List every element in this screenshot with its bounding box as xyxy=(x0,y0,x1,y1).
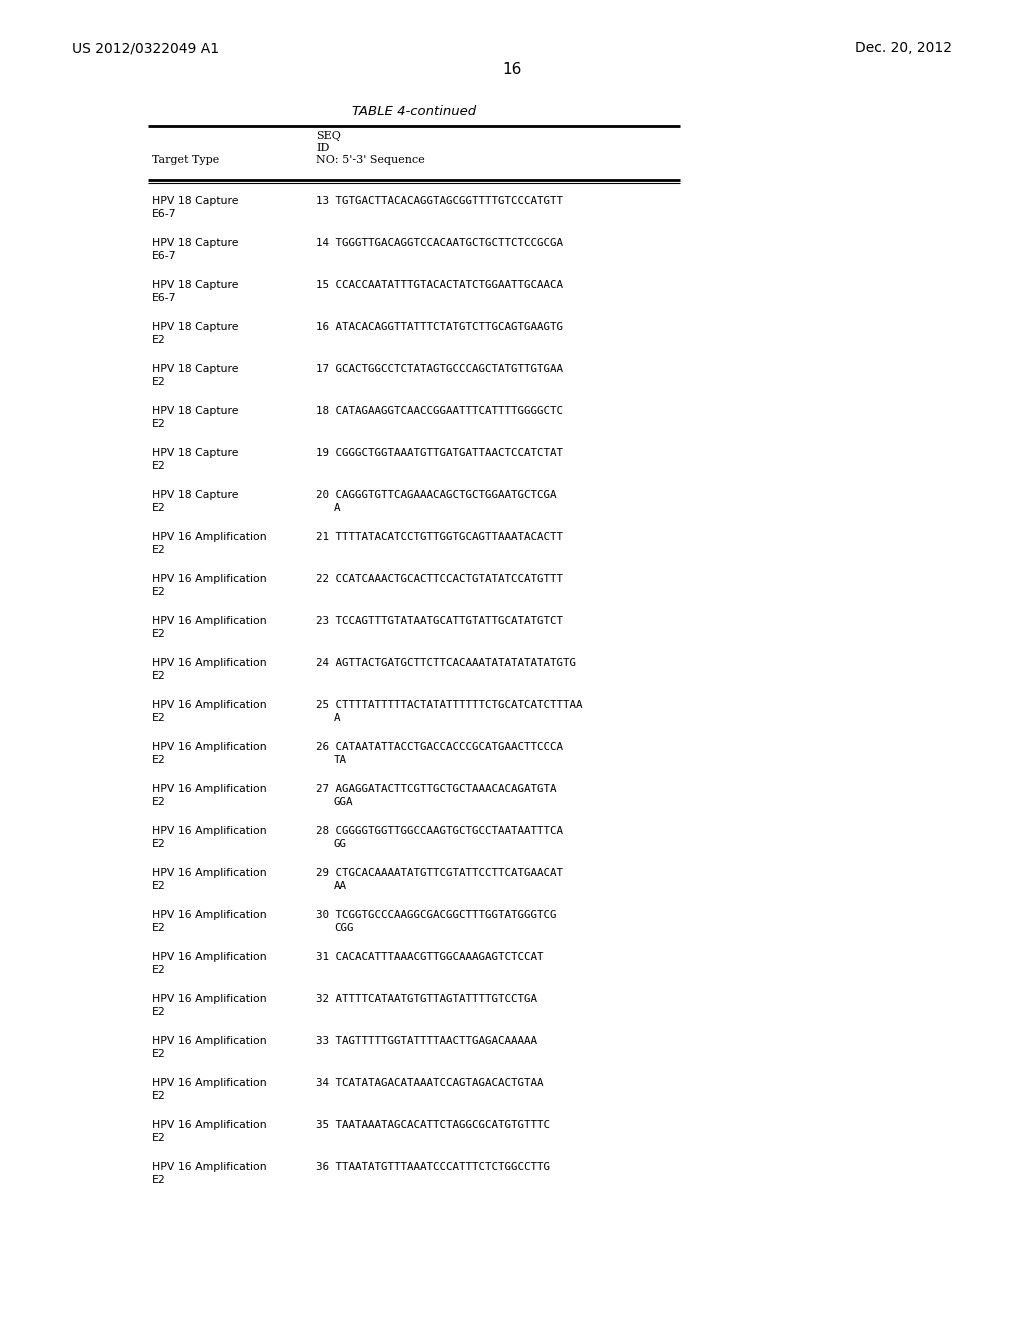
Text: HPV 16 Amplification: HPV 16 Amplification xyxy=(152,952,266,962)
Text: US 2012/0322049 A1: US 2012/0322049 A1 xyxy=(72,41,219,55)
Text: HPV 16 Amplification: HPV 16 Amplification xyxy=(152,994,266,1005)
Text: E2: E2 xyxy=(152,630,166,639)
Text: E2: E2 xyxy=(152,418,166,429)
Text: E2: E2 xyxy=(152,1007,166,1016)
Text: E2: E2 xyxy=(152,880,166,891)
Text: 13 TGTGACTTACACAGGTAGCGGTTTTGTCCCATGTT: 13 TGTGACTTACACAGGTAGCGGTTTTGTCCCATGTT xyxy=(316,195,563,206)
Text: HPV 16 Amplification: HPV 16 Amplification xyxy=(152,616,266,626)
Text: GGA: GGA xyxy=(334,797,353,807)
Text: 19 CGGGCTGGTAAATGTTGATGATTAACTCCATCTAT: 19 CGGGCTGGTAAATGTTGATGATTAACTCCATCTAT xyxy=(316,447,563,458)
Text: 28 CGGGGTGGTTGGCCAAGTGCTGCCTAATAATTTCA: 28 CGGGGTGGTTGGCCAAGTGCTGCCTAATAATTTCA xyxy=(316,826,563,836)
Text: HPV 16 Amplification: HPV 16 Amplification xyxy=(152,909,266,920)
Text: HPV 16 Amplification: HPV 16 Amplification xyxy=(152,657,266,668)
Text: E2: E2 xyxy=(152,335,166,345)
Text: E2: E2 xyxy=(152,1133,166,1143)
Text: HPV 16 Amplification: HPV 16 Amplification xyxy=(152,1036,266,1045)
Text: HPV 16 Amplification: HPV 16 Amplification xyxy=(152,1119,266,1130)
Text: CGG: CGG xyxy=(334,923,353,933)
Text: 35 TAATAAATAGCACATTCTAGGCGCATGTGTTTC: 35 TAATAAATAGCACATTCTAGGCGCATGTGTTTC xyxy=(316,1119,550,1130)
Text: E2: E2 xyxy=(152,840,166,849)
Text: Target Type: Target Type xyxy=(152,154,219,165)
Text: E2: E2 xyxy=(152,378,166,387)
Text: 26 CATAATATTACCTGACCACCCGCATGAACTTCCCA: 26 CATAATATTACCTGACCACCCGCATGAACTTCCCA xyxy=(316,742,563,752)
Text: 24 AGTTACTGATGCTTCTTCACAAATATATATATATGTG: 24 AGTTACTGATGCTTCTTCACAAATATATATATATGTG xyxy=(316,657,575,668)
Text: HPV 16 Amplification: HPV 16 Amplification xyxy=(152,742,266,752)
Text: E2: E2 xyxy=(152,755,166,766)
Text: HPV 18 Capture: HPV 18 Capture xyxy=(152,364,239,374)
Text: 21 TTTTATACATCCTGTTGGTGCAGTTAAATACACTT: 21 TTTTATACATCCTGTTGGTGCAGTTAAATACACTT xyxy=(316,532,563,543)
Text: E6-7: E6-7 xyxy=(152,209,176,219)
Text: HPV 16 Amplification: HPV 16 Amplification xyxy=(152,826,266,836)
Text: 33 TAGTTTTTGGTATTTTAACTTGAGACAAAAA: 33 TAGTTTTTGGTATTTTAACTTGAGACAAAAA xyxy=(316,1036,537,1045)
Text: E2: E2 xyxy=(152,503,166,513)
Text: E6-7: E6-7 xyxy=(152,293,176,304)
Text: E2: E2 xyxy=(152,461,166,471)
Text: E2: E2 xyxy=(152,713,166,723)
Text: 29 CTGCACAAAATATGTTCGTATTCCTTCATGAACAT: 29 CTGCACAAAATATGTTCGTATTCCTTCATGAACAT xyxy=(316,869,563,878)
Text: E6-7: E6-7 xyxy=(152,251,176,261)
Text: HPV 18 Capture: HPV 18 Capture xyxy=(152,447,239,458)
Text: GG: GG xyxy=(334,840,347,849)
Text: SEQ: SEQ xyxy=(316,131,341,141)
Text: E2: E2 xyxy=(152,587,166,597)
Text: 15 CCACCAATATTTGTACACTATCTGGAATTGCAACA: 15 CCACCAATATTTGTACACTATCTGGAATTGCAACA xyxy=(316,280,563,290)
Text: HPV 16 Amplification: HPV 16 Amplification xyxy=(152,1078,266,1088)
Text: HPV 16 Amplification: HPV 16 Amplification xyxy=(152,1162,266,1172)
Text: 30 TCGGTGCCCAAGGCGACGGCTTTGGTATGGGTCG: 30 TCGGTGCCCAAGGCGACGGCTTTGGTATGGGTCG xyxy=(316,909,556,920)
Text: A: A xyxy=(334,713,341,723)
Text: 27 AGAGGATACTTCGTTGCTGCTAAACACAGATGTA: 27 AGAGGATACTTCGTTGCTGCTAAACACAGATGTA xyxy=(316,784,556,795)
Text: TA: TA xyxy=(334,755,347,766)
Text: TABLE 4-continued: TABLE 4-continued xyxy=(352,106,476,117)
Text: E2: E2 xyxy=(152,1049,166,1059)
Text: 32 ATTTTCATAATGTGTTAGTATTTTGTCCTGA: 32 ATTTTCATAATGTGTTAGTATTTTGTCCTGA xyxy=(316,994,537,1005)
Text: 23 TCCAGTTTGTATAATGCATTGTATTGCATATGTCT: 23 TCCAGTTTGTATAATGCATTGTATTGCATATGTCT xyxy=(316,616,563,626)
Text: HPV 18 Capture: HPV 18 Capture xyxy=(152,280,239,290)
Text: E2: E2 xyxy=(152,671,166,681)
Text: HPV 18 Capture: HPV 18 Capture xyxy=(152,195,239,206)
Text: 31 CACACATTTAAACGTTGGCAAAGAGTCTCCAT: 31 CACACATTTAAACGTTGGCAAAGAGTCTCCAT xyxy=(316,952,544,962)
Text: E2: E2 xyxy=(152,1175,166,1185)
Text: 17 GCACTGGCCTCTATAGTGCCCAGCTATGTTGTGAA: 17 GCACTGGCCTCTATAGTGCCCAGCTATGTTGTGAA xyxy=(316,364,563,374)
Text: E2: E2 xyxy=(152,797,166,807)
Text: 14 TGGGTTGACAGGTCCACAATGCTGCTTCTCCGCGA: 14 TGGGTTGACAGGTCCACAATGCTGCTTCTCCGCGA xyxy=(316,238,563,248)
Text: HPV 16 Amplification: HPV 16 Amplification xyxy=(152,700,266,710)
Text: E2: E2 xyxy=(152,1092,166,1101)
Text: 34 TCATATAGACATAAATCCAGTAGACACTGTAA: 34 TCATATAGACATAAATCCAGTAGACACTGTAA xyxy=(316,1078,544,1088)
Text: 36 TTAATATGTTTAAATCCCATTTCTCTGGCCTTG: 36 TTAATATGTTTAAATCCCATTTCTCTGGCCTTG xyxy=(316,1162,550,1172)
Text: 18 CATAGAAGGTCAACCGGAATTTCATTTTGGGGCTC: 18 CATAGAAGGTCAACCGGAATTTCATTTTGGGGCTC xyxy=(316,407,563,416)
Text: 16 ATACACAGGTTATTTCTATGTCTTGCAGTGAAGTG: 16 ATACACAGGTTATTTCTATGTCTTGCAGTGAAGTG xyxy=(316,322,563,333)
Text: HPV 16 Amplification: HPV 16 Amplification xyxy=(152,784,266,795)
Text: 16: 16 xyxy=(503,62,521,77)
Text: AA: AA xyxy=(334,880,347,891)
Text: A: A xyxy=(334,503,341,513)
Text: E2: E2 xyxy=(152,545,166,554)
Text: HPV 18 Capture: HPV 18 Capture xyxy=(152,407,239,416)
Text: HPV 16 Amplification: HPV 16 Amplification xyxy=(152,532,266,543)
Text: ID: ID xyxy=(316,143,330,153)
Text: E2: E2 xyxy=(152,965,166,975)
Text: HPV 18 Capture: HPV 18 Capture xyxy=(152,238,239,248)
Text: HPV 16 Amplification: HPV 16 Amplification xyxy=(152,869,266,878)
Text: HPV 18 Capture: HPV 18 Capture xyxy=(152,322,239,333)
Text: Dec. 20, 2012: Dec. 20, 2012 xyxy=(855,41,952,55)
Text: 25 CTTTTATTTTTACTATATTTTTTCTGCATCATCTTTAA: 25 CTTTTATTTTTACTATATTTTTTCTGCATCATCTTTA… xyxy=(316,700,583,710)
Text: HPV 18 Capture: HPV 18 Capture xyxy=(152,490,239,500)
Text: HPV 16 Amplification: HPV 16 Amplification xyxy=(152,574,266,583)
Text: NO: 5'-3' Sequence: NO: 5'-3' Sequence xyxy=(316,154,425,165)
Text: 22 CCATCAAACTGCACTTCCACTGTATATCCATGTTT: 22 CCATCAAACTGCACTTCCACTGTATATCCATGTTT xyxy=(316,574,563,583)
Text: E2: E2 xyxy=(152,923,166,933)
Text: 20 CAGGGTGTTCAGAAACAGCTGCTGGAATGCTCGA: 20 CAGGGTGTTCAGAAACAGCTGCTGGAATGCTCGA xyxy=(316,490,556,500)
